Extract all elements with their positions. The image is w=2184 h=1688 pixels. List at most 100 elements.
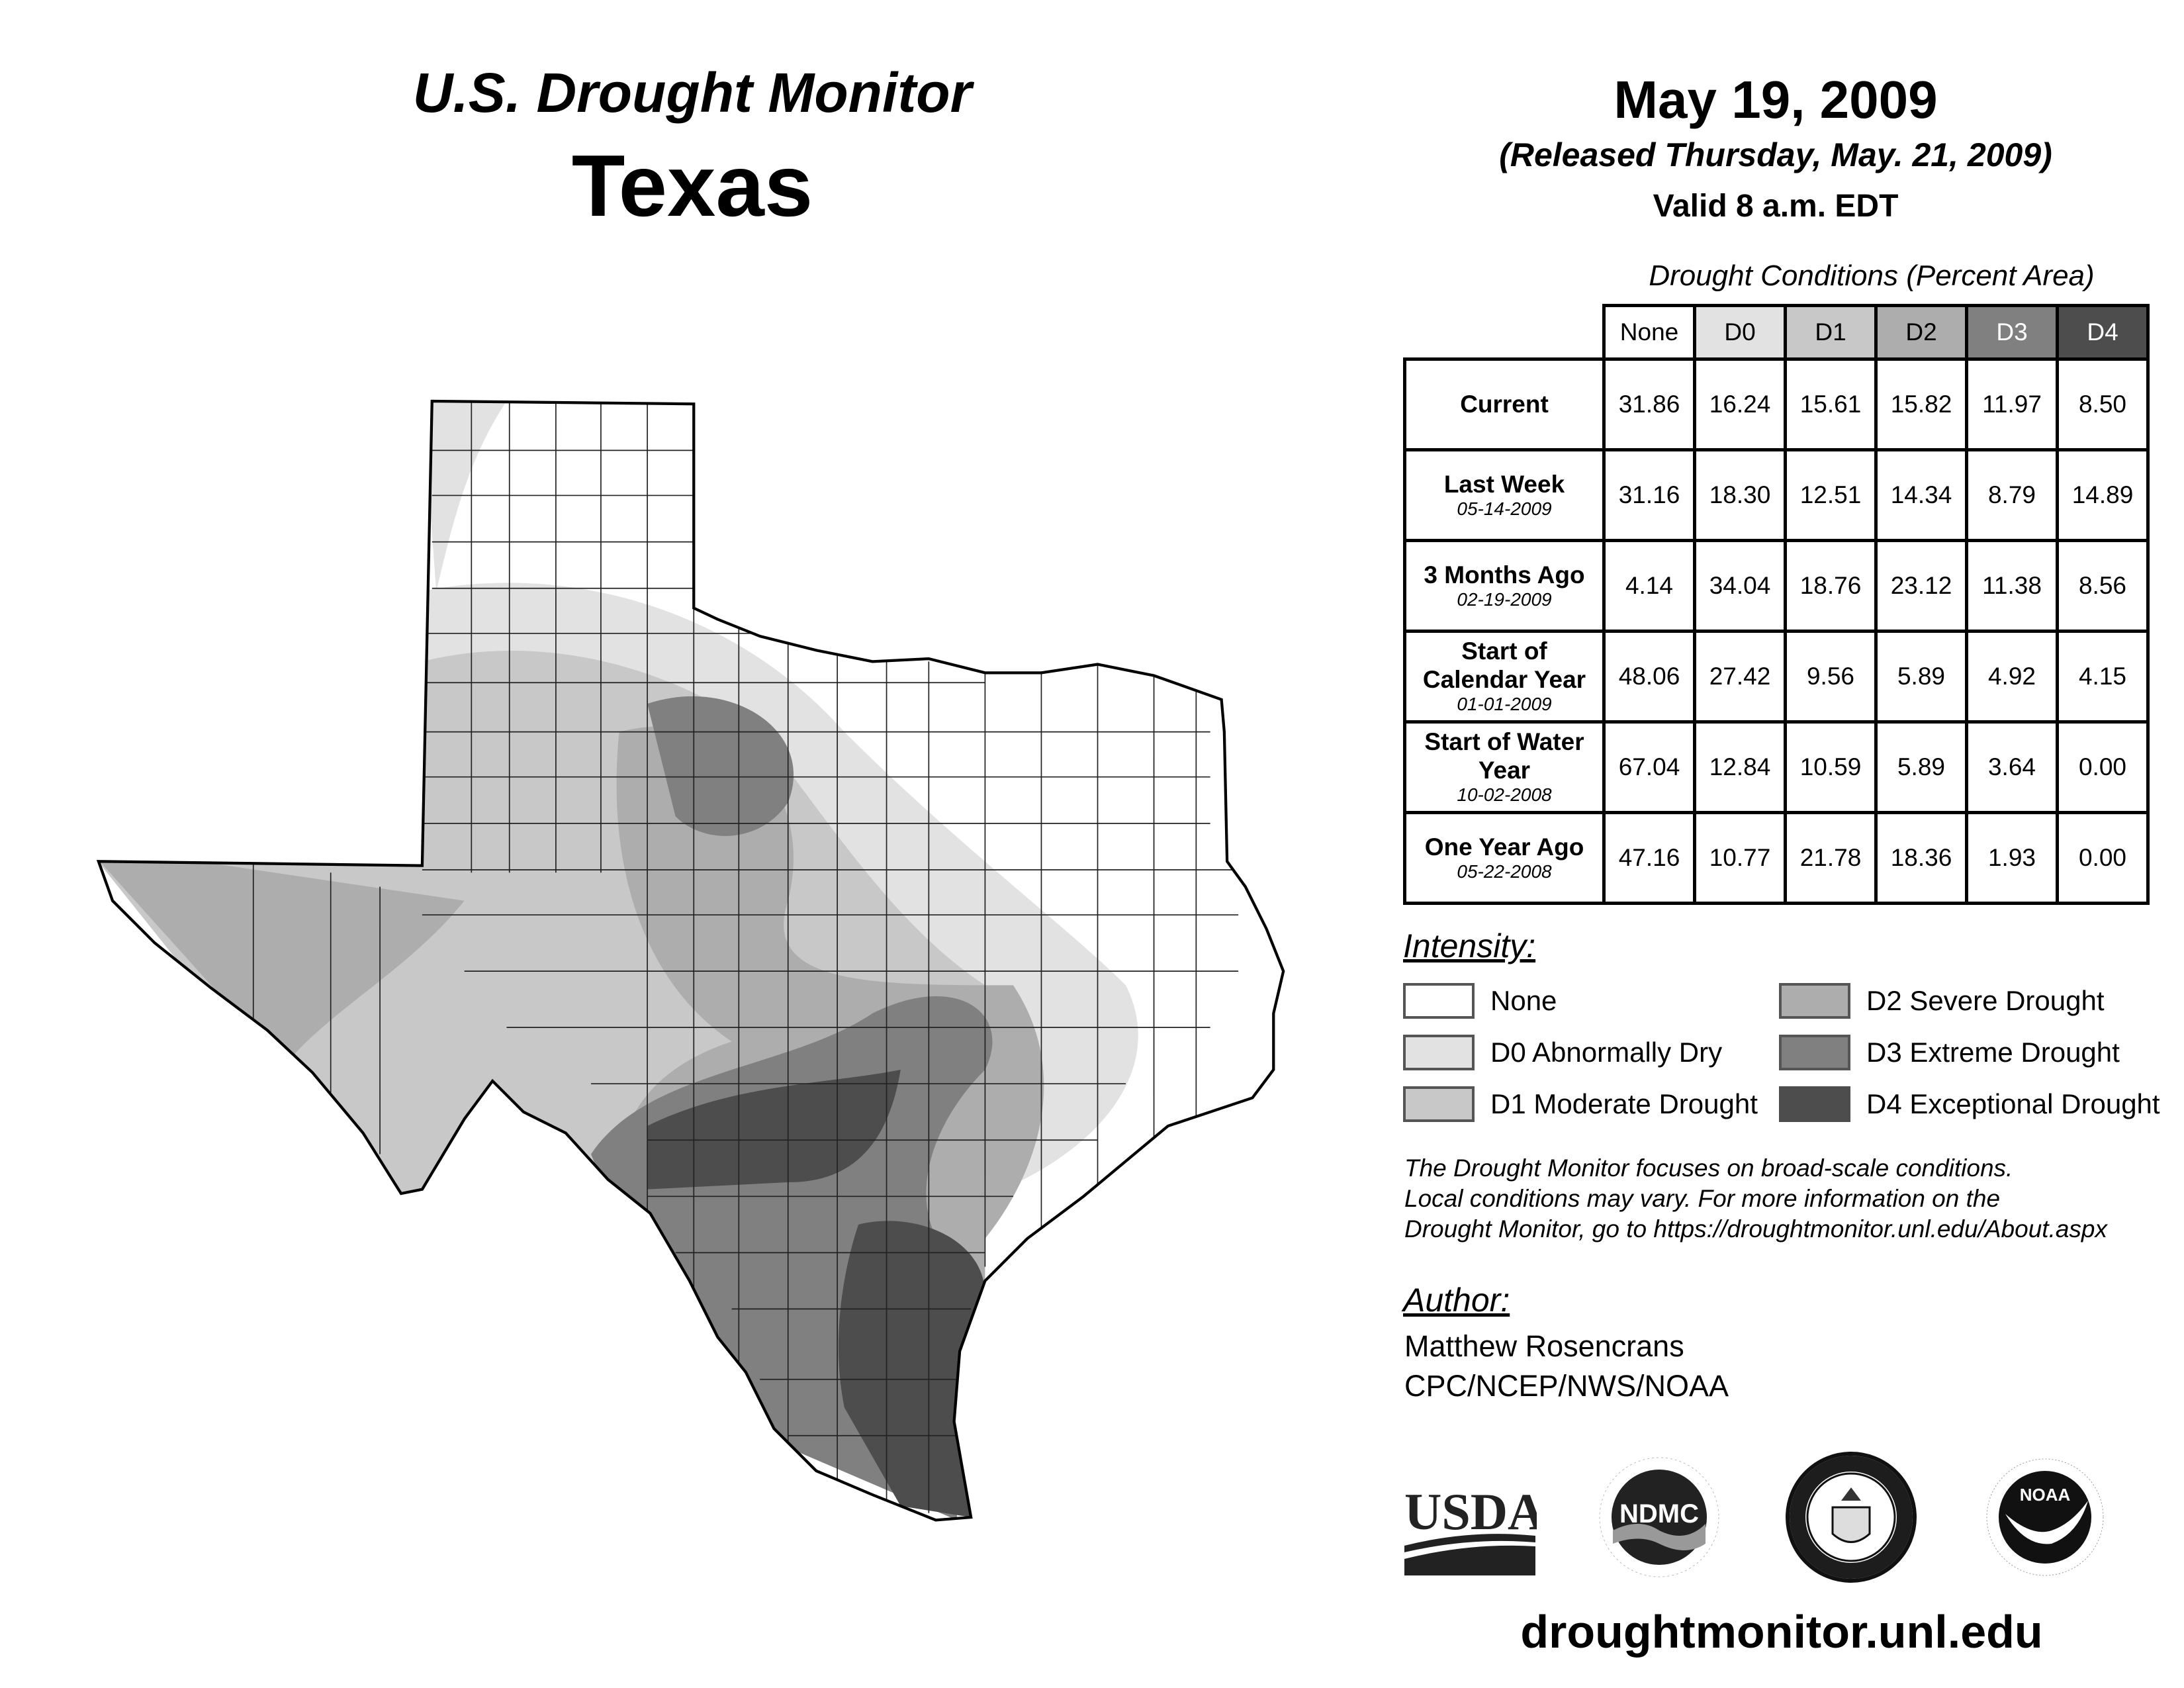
row-date: 05-14-2009: [1457, 498, 1552, 520]
map-title: U.S. Drought Monitor: [412, 62, 972, 124]
legend-swatch: [1779, 983, 1850, 1019]
table-cell: 18.76: [1784, 539, 1878, 633]
row-label: 3 Months Ago 02-19-2009: [1403, 539, 1606, 633]
table-cell: 3.64: [1965, 720, 2059, 814]
row-date: 02-19-2009: [1457, 589, 1552, 610]
table-cell: 0.00: [2056, 811, 2150, 905]
row-label: One Year Ago 05-22-2008: [1403, 811, 1606, 905]
author-org: CPC/NCEP/NWS/NOAA: [1404, 1369, 1729, 1403]
table-cell: 15.61: [1784, 357, 1878, 451]
release-date: (Released Thursday, May. 21, 2009): [1499, 136, 2052, 173]
table-row: Last Week 05-14-2009 31.16 18.30 12.51 14.34 8…: [1403, 448, 2150, 542]
row-label-text: Current: [1460, 390, 1549, 418]
usda-logo: USDA: [1404, 1483, 1537, 1575]
table-cell: 67.04: [1602, 720, 1696, 814]
commerce-seal: [1786, 1452, 1917, 1583]
ndmc-logo: NDMC: [1599, 1457, 1719, 1577]
legend-label: D4 Exceptional Drought: [1866, 1088, 2160, 1119]
table-cell: 21.78: [1784, 811, 1878, 905]
legend-label: D0 Abnormally Dry: [1490, 1037, 1723, 1068]
table-cell: 16.24: [1693, 357, 1787, 451]
row-date: 05-22-2008: [1457, 861, 1552, 882]
table-cell: 11.97: [1965, 357, 2059, 451]
state-title: Texas: [571, 137, 813, 234]
row-label-text: Start of Calendar Year: [1422, 637, 1586, 693]
noaa-logo: NOAA: [1986, 1458, 2104, 1576]
row-label: Last Week 05-14-2009: [1403, 448, 1606, 542]
table-cell: 48.06: [1602, 630, 1696, 724]
note-line: Drought Monitor, go to https://droughtmo…: [1404, 1215, 2107, 1243]
table-cell: 1.93: [1965, 811, 2059, 905]
legend-label: None: [1490, 985, 1557, 1016]
legend-item: D2 Severe Drought: [1779, 983, 2105, 1019]
table-cell: 9.56: [1784, 630, 1878, 724]
note-line: Local conditions may vary. For more info…: [1404, 1185, 2001, 1212]
svg-text:NOAA: NOAA: [2020, 1485, 2071, 1505]
table-row: Start of Calendar Year 01-01-2009 48.06 27.…: [1403, 630, 2150, 724]
legend-item: D1 Moderate Drought: [1403, 1086, 1758, 1122]
table-cell: 4.14: [1602, 539, 1696, 633]
row-label-text: Start of Water Year: [1424, 728, 1584, 784]
table-cell: 34.04: [1693, 539, 1787, 633]
table-caption: Drought Conditions (Percent Area): [1649, 259, 2095, 292]
table-cell: 10.77: [1693, 811, 1787, 905]
legend-label: D1 Moderate Drought: [1490, 1088, 1758, 1119]
table-cell: 14.34: [1874, 448, 1968, 542]
legend-swatch: [1779, 1035, 1850, 1070]
table-cell: 12.51: [1784, 448, 1878, 542]
header-blank: [1405, 306, 1604, 359]
row-label-text: 3 Months Ago: [1424, 561, 1585, 588]
row-label-text: One Year Ago: [1424, 833, 1584, 861]
table-cell: 14.89: [2056, 448, 2150, 542]
svg-text:USDA: USDA: [1404, 1483, 1537, 1540]
table-cell: 0.00: [2056, 720, 2150, 814]
row-date: 10-02-2008: [1457, 784, 1552, 806]
col-d1: D1: [1784, 304, 1878, 361]
map-date: May 19, 2009: [1614, 70, 1938, 129]
table-cell: 12.84: [1693, 720, 1787, 814]
legend-swatch: [1403, 1086, 1475, 1122]
website-url[interactable]: droughtmonitor.unl.edu: [1520, 1606, 2043, 1658]
table-row: Current 31.86 16.24 15.61 15.82 11.97 8.50: [1403, 357, 2150, 451]
legend-item: D3 Extreme Drought: [1779, 1035, 2120, 1070]
legend-label: D3 Extreme Drought: [1866, 1037, 2120, 1068]
author-title: Author:: [1403, 1282, 1510, 1319]
legend-label: D2 Severe Drought: [1866, 985, 2105, 1016]
row-date: 01-01-2009: [1457, 694, 1552, 715]
valid-time: Valid 8 a.m. EDT: [1653, 189, 1899, 224]
legend-item: D0 Abnormally Dry: [1403, 1035, 1722, 1070]
table-row: Start of Water Year 10-02-2008 67.04 12.84 1…: [1403, 720, 2150, 814]
table-cell: 27.42: [1693, 630, 1787, 724]
row-label-text: Last Week: [1443, 470, 1565, 498]
table-cell: 31.16: [1602, 448, 1696, 542]
table-cell: 8.79: [1965, 448, 2059, 542]
table-cell: 5.89: [1874, 630, 1968, 724]
table-cell: 31.86: [1602, 357, 1696, 451]
svg-text:NDMC: NDMC: [1619, 1499, 1699, 1528]
legend-swatch: [1779, 1086, 1850, 1122]
row-label: Start of Calendar Year 01-01-2009: [1403, 630, 1606, 724]
table-row: 3 Months Ago 02-19-2009 4.14 34.04 18.76 23.1…: [1403, 539, 2150, 633]
table-cell: 47.16: [1602, 811, 1696, 905]
drought-conditions-table: None D0 D1 D2 D3 D4 Current 31.86 16.24 15.…: [1403, 304, 2150, 905]
col-d4: D4: [2056, 304, 2150, 361]
table-cell: 4.15: [2056, 630, 2150, 724]
table-cell: 23.12: [1874, 539, 1968, 633]
row-label: Start of Water Year 10-02-2008: [1403, 720, 1606, 814]
table-cell: 4.92: [1965, 630, 2059, 724]
col-d3: D3: [1965, 304, 2059, 361]
table-cell: 18.36: [1874, 811, 1968, 905]
table-cell: 11.38: [1965, 539, 2059, 633]
table-row: One Year Ago 05-22-2008 47.16 10.77 21.78 18.…: [1403, 811, 2150, 905]
legend-item: None: [1403, 983, 1557, 1019]
table-cell: 10.59: [1784, 720, 1878, 814]
col-d0: D0: [1693, 304, 1787, 361]
county-lines: [252, 400, 1239, 1513]
legend-swatch: [1403, 1035, 1475, 1070]
row-label: Current: [1403, 357, 1606, 451]
table-header-row: None D0 D1 D2 D3 D4: [1405, 304, 2150, 361]
table-cell: 15.82: [1874, 357, 1968, 451]
col-none: None: [1602, 304, 1696, 361]
legend-title: Intensity:: [1403, 927, 1536, 964]
